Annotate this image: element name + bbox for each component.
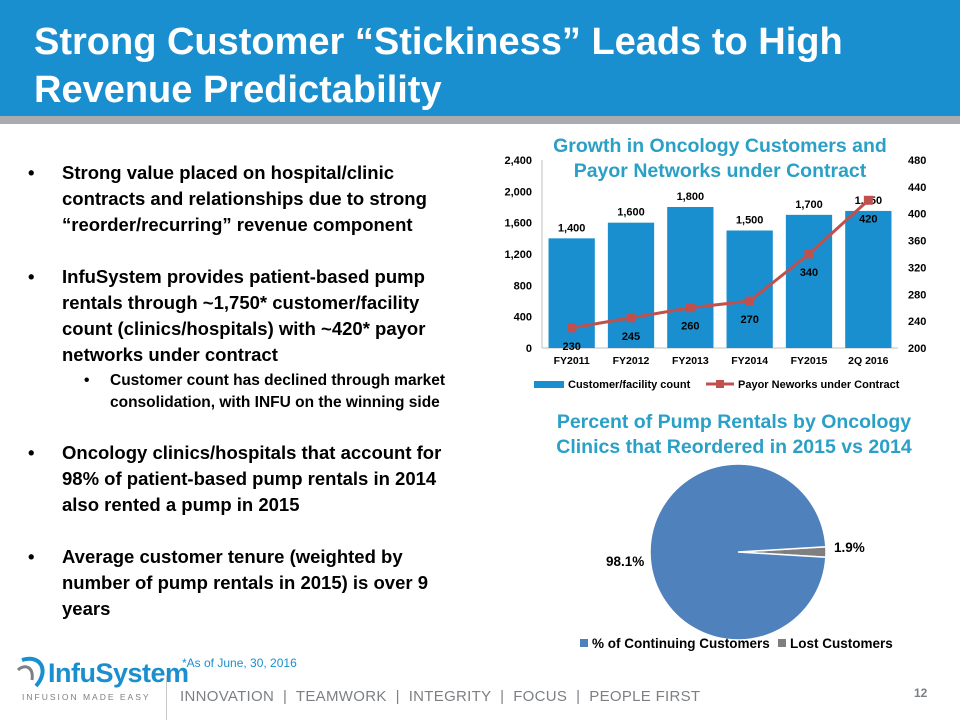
y2-tick-label: 400 — [908, 209, 926, 221]
legend-swatch-lost — [778, 639, 786, 647]
line-data-label: 245 — [622, 331, 640, 343]
line-data-label: 270 — [740, 314, 758, 326]
combo-chart-title: Growth in Oncology Customers and Payor N… — [553, 135, 887, 182]
bar — [667, 207, 714, 348]
sub-bullet-text: Customer count has declined through mark… — [110, 372, 446, 411]
line-data-label: 420 — [859, 213, 877, 225]
slide-title-line-1: Strong Customer “Stickiness” Leads to Hi… — [34, 21, 843, 63]
line-marker — [804, 249, 814, 259]
bullet-text: Strong value placed on hospital/clinic c… — [62, 162, 427, 235]
footer-tagline: INNOVATION | TEAMWORK | INTEGRITY | FOCU… — [180, 688, 701, 705]
logo-wordmark: InfuSystem — [48, 658, 189, 688]
x-tick-label: FY2011 — [554, 355, 590, 367]
title-banner — [0, 0, 960, 116]
pie-data-label: 1.9% — [834, 540, 865, 555]
footnote: *As of June, 30, 2016 — [182, 656, 297, 670]
pie-chart-title: Percent of Pump Rentals by Oncology Clin… — [556, 411, 912, 458]
y-tick-label: 800 — [514, 280, 532, 292]
line-data-label: 230 — [562, 341, 580, 353]
bullet-list: Strong value placed on hospital/clinic c… — [28, 160, 468, 648]
y-tick-label: 1,200 — [504, 249, 532, 261]
combo-chart: 0 400 800 1,200 1,600 2,000 2,400 200 240 280 320 3… — [504, 155, 926, 391]
pie-data-label: 98.1% — [606, 554, 644, 569]
bullet-item: Oncology clinics/hospitals that account … — [28, 440, 468, 518]
bullet-item: InfuSystem provides patient-based pump r… — [28, 264, 468, 414]
bar-data-label: 1,500 — [736, 215, 764, 227]
y2-tick-label: 320 — [908, 262, 926, 274]
bullet-text: Average customer tenure (weighted by num… — [62, 546, 428, 619]
x-tick-label: FY2013 — [672, 355, 709, 367]
y2-tick-label: 480 — [908, 155, 926, 167]
y-tick-label: 2,000 — [504, 186, 532, 198]
line-marker — [685, 303, 695, 313]
x-tick-label: FY2015 — [791, 355, 828, 367]
y-tick-label: 400 — [514, 312, 532, 324]
logo-tagline: INFUSION MADE EASY — [22, 692, 151, 702]
y2-tick-label: 280 — [908, 289, 926, 301]
logo-mark-icon — [16, 656, 45, 688]
bar — [785, 214, 833, 348]
y2-tick-label: 440 — [908, 182, 926, 194]
legend-swatch-marker — [716, 380, 724, 388]
legend-swatch-bars — [534, 381, 564, 388]
legend-label: Payor Neworks under Contract — [738, 379, 900, 391]
line-marker — [626, 313, 636, 323]
y2-tick-label: 240 — [908, 316, 926, 328]
bar-data-label: 1,800 — [677, 191, 705, 203]
line-marker — [863, 195, 873, 205]
page-number: 12 — [914, 686, 928, 700]
line-marker — [567, 323, 577, 333]
y2-tick-label: 200 — [908, 343, 926, 355]
pie-chart: 98.1% 1.9% % of Continuing Customers Lost C… — [580, 463, 893, 651]
bar-data-label: 1,400 — [558, 222, 586, 234]
y-tick-label: 1,600 — [504, 218, 532, 230]
bar — [607, 222, 655, 348]
title-divider — [0, 116, 960, 124]
line-data-label: 340 — [800, 267, 818, 279]
line-marker — [745, 296, 755, 306]
slide-title: Strong Customer “Stickiness” Leads to Hi… — [34, 18, 934, 114]
bullet-text: Oncology clinics/hospitals that account … — [62, 442, 442, 515]
x-tick-label: FY2012 — [613, 355, 650, 367]
slide-title-line-2: Revenue Predictability — [34, 69, 442, 111]
company-logo: InfuSystem INFUSION MADE EASY — [14, 656, 189, 706]
legend-label: % of Continuing Customers — [592, 636, 770, 651]
x-tick-label: FY2014 — [731, 355, 768, 367]
legend-label: Customer/facility count — [568, 379, 691, 391]
y2-tick-label: 360 — [908, 236, 926, 248]
bullet-item: Average customer tenure (weighted by num… — [28, 544, 468, 622]
footer-divider — [166, 676, 960, 720]
y-tick-label: 2,400 — [504, 155, 532, 167]
bar-data-label: 1,700 — [795, 199, 823, 211]
sub-bullet-item: Customer count has declined through mark… — [28, 370, 468, 414]
bar — [845, 210, 892, 348]
legend-label: Lost Customers — [790, 636, 893, 651]
bullet-text: InfuSystem provides patient-based pump r… — [62, 266, 426, 365]
pie-slice-continuing — [649, 463, 827, 641]
y-tick-label: 0 — [526, 343, 532, 355]
payor-line — [571, 199, 870, 330]
x-tick-label: 2Q 2016 — [848, 355, 888, 367]
legend-swatch-continuing — [580, 639, 588, 647]
bar-data-label: 1,600 — [617, 207, 645, 219]
bullet-item: Strong value placed on hospital/clinic c… — [28, 160, 468, 238]
line-data-label: 260 — [681, 321, 699, 333]
